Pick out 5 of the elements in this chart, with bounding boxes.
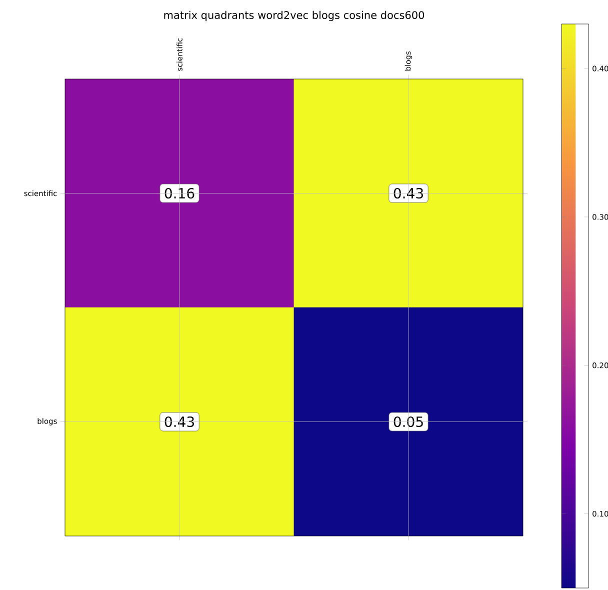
data-label: 0.05 bbox=[394, 416, 423, 428]
data-label: 0.16 bbox=[164, 188, 194, 199]
data-label: 0.43 bbox=[394, 188, 423, 199]
data-label: 0.43 bbox=[164, 416, 194, 428]
chart-title: matrix quadrants word2vec blogs cosine docs600 bbox=[164, 10, 424, 22]
